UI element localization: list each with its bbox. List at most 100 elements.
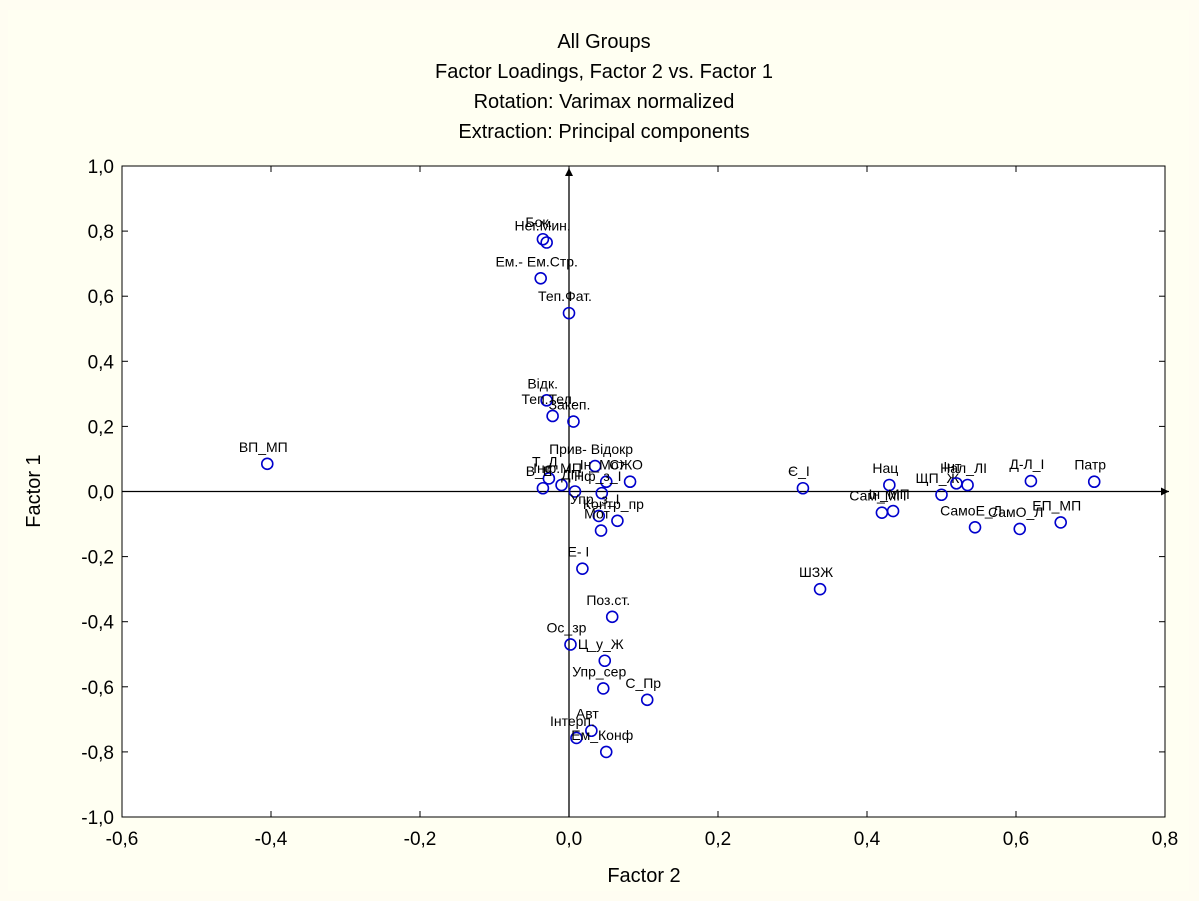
data-point <box>599 745 613 759</box>
data-point <box>534 271 547 285</box>
data-point <box>886 504 900 518</box>
y-tick-label: -0,6 <box>81 678 114 699</box>
x-tick-label: -0,2 <box>404 829 437 850</box>
point-label: Теп.Тел. <box>522 391 576 407</box>
data-point <box>796 481 810 495</box>
data-point <box>605 610 619 624</box>
data-point <box>623 475 637 489</box>
x-axis-label: Factor 2 <box>607 865 680 887</box>
y-axis-label: Factor 1 <box>23 454 45 527</box>
points-layer: Бок.Нег.Мин. Ем.- Ем.Стр. Теп.Фат. Відк.Теп… <box>239 214 1106 759</box>
y-tick-label: -1,0 <box>81 808 114 829</box>
x-tick-label: -0,6 <box>106 829 139 850</box>
data-point <box>950 477 963 490</box>
point-label: Сам_МП <box>849 488 906 504</box>
point-label: Авт <box>576 706 599 722</box>
data-point <box>1087 475 1101 489</box>
point-label: Упр_з_І <box>570 491 620 507</box>
point-label: Нал_ЛІ <box>940 460 987 476</box>
point-label: Т_Д <box>532 453 558 469</box>
data-point <box>555 478 568 492</box>
point-label: Ем.- Ем.Стр. <box>495 253 577 269</box>
point-label: Ін_МП <box>869 486 910 502</box>
data-point <box>585 724 598 738</box>
y-tick-label: 0,6 <box>88 287 114 308</box>
chart-title-line-3: Rotation: Varimax normalized <box>474 91 735 113</box>
point-label: Інф.МП <box>533 460 582 476</box>
data-point <box>596 682 610 695</box>
data-point <box>260 457 274 471</box>
chart-title-line-4: Extraction: Principal components <box>458 121 749 143</box>
point-label: ДП <box>561 467 581 483</box>
data-point <box>883 478 896 492</box>
data-point <box>536 481 550 495</box>
data-point <box>536 232 550 246</box>
point-label: Є_І <box>788 463 810 479</box>
point-label: Нег.Мин. <box>515 217 571 233</box>
point-label: Ем_Конф <box>571 727 633 743</box>
point-label: ШЗЖ <box>799 564 833 580</box>
point-label: ЩП_Ж <box>916 470 960 486</box>
point-label: Ін_Мот <box>580 457 626 473</box>
data-point <box>594 524 608 537</box>
point-label: Ос_зр <box>547 619 587 635</box>
data-point <box>540 236 553 249</box>
point-label: СамоЕ_Л <box>940 502 1002 518</box>
data-point <box>588 459 602 473</box>
point-label: СЖО <box>609 457 643 473</box>
y-tick-label: -0,2 <box>81 548 114 569</box>
axes-layer: -0,6 -0,4 -0,2 0,0 0,2 0,4 0,6 0,8 1,0 0,8 0,6 0,4 0… <box>81 157 1178 850</box>
chart-title-line-1: All Groups <box>557 31 650 53</box>
x-tick-label: 0,0 <box>556 829 582 850</box>
point-label: Відк. <box>527 375 558 391</box>
data-point <box>599 475 613 489</box>
point-label: Контр_пр <box>583 496 644 512</box>
y-tick-label: -0,4 <box>81 613 114 634</box>
point-label: С_Пр <box>625 675 661 691</box>
point-label: Ц_у_Ж <box>578 636 624 652</box>
data-point <box>1054 516 1067 529</box>
data-point <box>1013 522 1027 536</box>
point-label: Мот <box>584 506 610 522</box>
data-point <box>542 472 556 485</box>
point-label: Бок. <box>525 214 552 230</box>
data-point <box>595 486 609 500</box>
x-tick-label: 0,8 <box>1152 829 1178 850</box>
data-point <box>1024 474 1038 488</box>
x-tick-label: -0,4 <box>255 829 288 850</box>
point-label: Упр_сер <box>572 663 626 679</box>
x-tick-label: 0,2 <box>705 829 731 850</box>
point-label: Закеп. <box>549 397 591 413</box>
point-label: Інтерп. <box>550 713 595 729</box>
chart-title-line-2: Factor Loadings, Factor 2 vs. Factor 1 <box>435 61 773 83</box>
data-point <box>598 654 612 668</box>
point-label: СамО_Л <box>988 504 1044 520</box>
y-tick-label: -0,8 <box>81 743 114 764</box>
data-point <box>564 638 577 651</box>
data-point <box>813 582 827 596</box>
point-label: Нф_з_І <box>574 468 622 484</box>
data-point <box>968 521 982 534</box>
data-point <box>570 731 583 745</box>
data-point <box>546 409 559 423</box>
data-point <box>611 514 624 528</box>
point-label: Патр <box>1074 457 1106 473</box>
y-tick-label: 0,2 <box>88 417 114 438</box>
point-label: Теп.Фат. <box>538 288 592 304</box>
data-point <box>935 488 948 502</box>
point-label: Поз.ст. <box>586 592 630 608</box>
point-label: Д-Л_І <box>1009 456 1044 472</box>
data-point <box>567 415 580 428</box>
y-tick-label: 0,8 <box>88 222 114 243</box>
y-tick-label: 1,0 <box>88 157 114 178</box>
data-point <box>568 485 582 498</box>
point-label: Інт <box>943 458 962 474</box>
point-label: Е- І <box>568 544 590 560</box>
point-label: В_Е <box>526 463 552 479</box>
data-point <box>540 394 553 407</box>
point-label: Нац <box>872 460 898 476</box>
y-tick-label: 0,0 <box>88 483 114 504</box>
data-point <box>576 562 589 575</box>
y-tick-label: 0,4 <box>88 352 115 373</box>
